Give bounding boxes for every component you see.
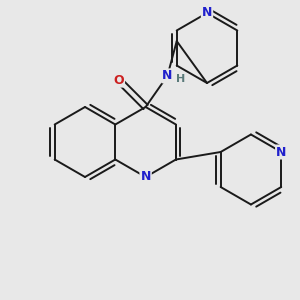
Text: H: H <box>176 74 185 84</box>
Text: N: N <box>202 7 212 20</box>
Text: N: N <box>140 170 151 184</box>
Text: N: N <box>276 146 286 158</box>
Text: N: N <box>162 69 172 82</box>
Text: O: O <box>113 74 124 87</box>
